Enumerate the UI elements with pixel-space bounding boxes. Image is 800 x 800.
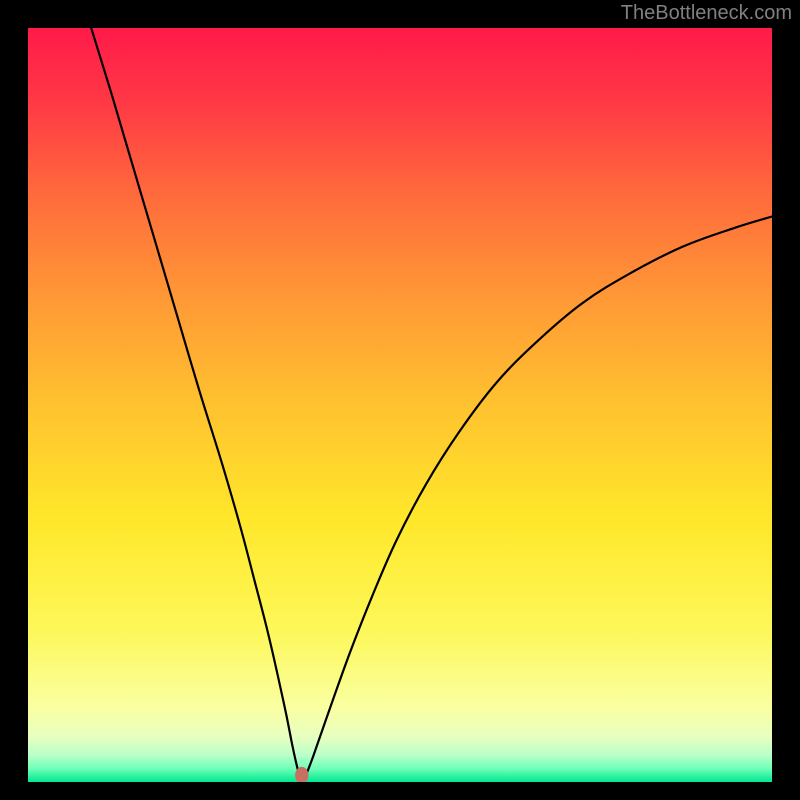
watermark-text: TheBottleneck.com — [621, 2, 792, 25]
chart-svg — [28, 28, 772, 782]
chart-background — [28, 28, 772, 782]
chart-plot-area — [28, 28, 772, 782]
